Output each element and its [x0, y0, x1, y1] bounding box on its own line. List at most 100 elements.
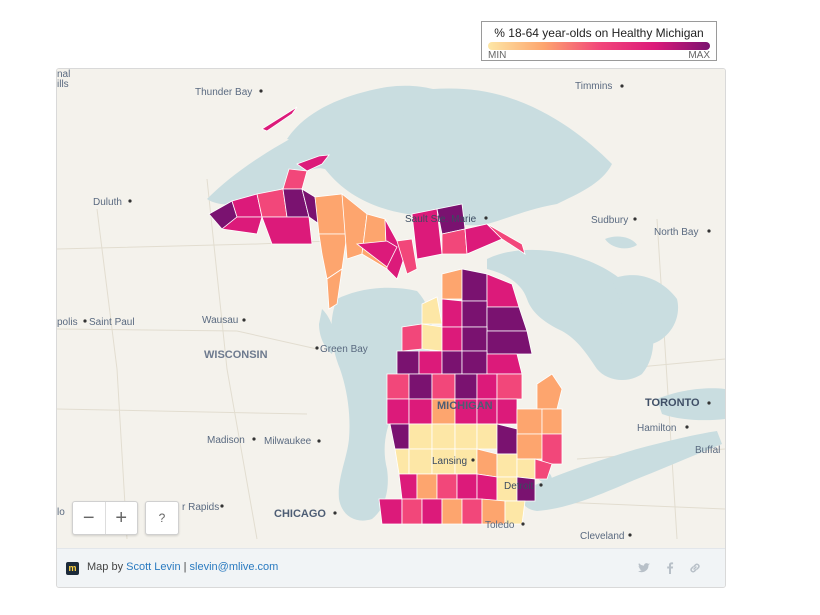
label-saint-paul: Saint Paul	[89, 317, 135, 328]
label-edge-io: lo	[57, 507, 65, 518]
label-cedar-rapids: r Rapids	[182, 502, 219, 513]
county-mackinac-w	[396, 238, 418, 275]
county-montcalm	[431, 423, 456, 450]
georgian-bay	[612, 275, 679, 344]
county-barry	[416, 473, 438, 500]
lake-superior-north	[287, 85, 457, 149]
map-labels: Thunder Bay Timmins Duluth Sault Ste. Ma…	[57, 69, 720, 542]
legend-title: % 18-64 year-olds on Healthy Michigan	[494, 26, 704, 40]
county-ogemaw	[486, 353, 523, 375]
label-detroit: Detroit	[504, 481, 534, 492]
label-toronto: TORONTO	[645, 397, 700, 409]
county-gladwin	[476, 373, 498, 400]
map-canvas[interactable]: Thunder Bay Timmins Duluth Sault Ste. Ma…	[57, 69, 725, 549]
zoom-in-button[interactable]: +	[104, 502, 138, 534]
lake-huron	[487, 249, 654, 381]
legend-min-label: MIN	[488, 50, 507, 61]
county-oakland	[516, 458, 536, 480]
county-alger-b	[355, 240, 398, 268]
county-huron	[536, 373, 563, 410]
upper-peninsula-counties	[208, 106, 526, 310]
county-chippewa-e	[486, 223, 526, 255]
county-menominee-s	[326, 268, 343, 310]
county-hillsdale	[461, 498, 483, 525]
help-button[interactable]: ?	[145, 501, 179, 535]
county-newaygo	[408, 398, 433, 425]
label-wausau: Wausau	[202, 315, 238, 326]
county-alcona	[486, 330, 533, 355]
county-emmet	[441, 268, 463, 300]
county-roscommon	[461, 350, 488, 375]
label-timmins: Timmins	[575, 81, 612, 92]
county-eaton	[436, 473, 458, 500]
county-oceana	[386, 398, 410, 425]
link-icon[interactable]	[688, 561, 702, 575]
map-container[interactable]: Thunder Bay Timmins Duluth Sault Ste. Ma…	[56, 68, 726, 588]
label-buffalo: Buffal	[695, 445, 720, 456]
mlive-logo-icon: m	[66, 562, 79, 575]
county-branch	[441, 498, 463, 525]
county-jackson	[476, 473, 498, 502]
label-wisconsin: WISCONSIN	[204, 349, 268, 361]
county-bay	[496, 398, 518, 425]
email-link[interactable]: slevin@mlive.com	[189, 561, 279, 573]
county-crawford	[461, 326, 488, 352]
legend-max-label: MAX	[688, 50, 710, 61]
label-green-bay: Green Bay	[320, 344, 368, 355]
county-sanilac	[541, 408, 563, 435]
label-madison: Madison	[207, 435, 245, 446]
county-clare	[454, 373, 478, 400]
county-ingham	[456, 473, 478, 500]
county-mason	[386, 373, 410, 400]
zoom-controls: − +	[72, 501, 138, 535]
county-berrien	[378, 498, 403, 525]
county-missaukee	[441, 350, 463, 375]
county-st-joseph	[421, 498, 443, 525]
label-edge-top-left: nal	[57, 69, 70, 80]
label-edge-top-left-2: ills	[57, 79, 69, 90]
footer-credit: Map by Scott Levin | slevin@mlive.com	[87, 561, 278, 573]
county-allegan	[398, 473, 418, 500]
label-thunder-bay: Thunder Bay	[195, 87, 252, 98]
green-bay-water	[319, 309, 334, 354]
label-lansing: Lansing	[432, 456, 467, 467]
county-cass	[401, 498, 423, 525]
county-shiawassee	[476, 448, 498, 478]
footer-separator: |	[180, 561, 190, 573]
county-otsego	[461, 300, 488, 328]
county-keweenaw	[296, 154, 330, 172]
county-osceola	[431, 373, 456, 400]
county-benzie	[401, 323, 423, 352]
label-michigan: MICHIGAN	[437, 400, 493, 412]
county-manistee	[396, 350, 420, 375]
label-chicago: CHICAGO	[274, 508, 326, 520]
county-gratiot	[454, 423, 478, 450]
county-montcalm-w	[408, 423, 433, 450]
county-charlevoix	[441, 298, 463, 328]
county-kent	[408, 448, 433, 475]
county-keweenaw-isle-royale	[261, 106, 298, 132]
lake-ontario	[657, 388, 725, 421]
label-north-bay: North Bay	[654, 227, 698, 238]
label-sault-ste-marie: Sault Ste. Marie	[405, 214, 477, 225]
lake-superior	[207, 88, 612, 226]
county-lake	[408, 373, 433, 400]
county-cheboygan	[461, 268, 488, 302]
facebook-icon[interactable]	[663, 561, 677, 575]
county-st-clair	[541, 433, 563, 465]
county-grand-traverse	[421, 323, 443, 352]
zoom-out-button[interactable]: −	[82, 506, 95, 529]
county-livingston	[496, 453, 518, 478]
county-genesee	[496, 423, 518, 455]
lake-nipissing	[605, 236, 637, 249]
county-lapeer	[516, 433, 543, 460]
twitter-icon[interactable]	[637, 561, 651, 575]
label-hamilton: Hamilton	[637, 423, 676, 434]
legend-color-scale	[488, 42, 710, 50]
county-arenac	[496, 373, 523, 400]
lower-peninsula-counties	[378, 268, 563, 525]
county-macomb	[534, 458, 553, 480]
author-link[interactable]: Scott Levin	[126, 561, 181, 573]
county-dickinson	[261, 216, 313, 245]
label-sudbury: Sudbury	[591, 215, 628, 226]
